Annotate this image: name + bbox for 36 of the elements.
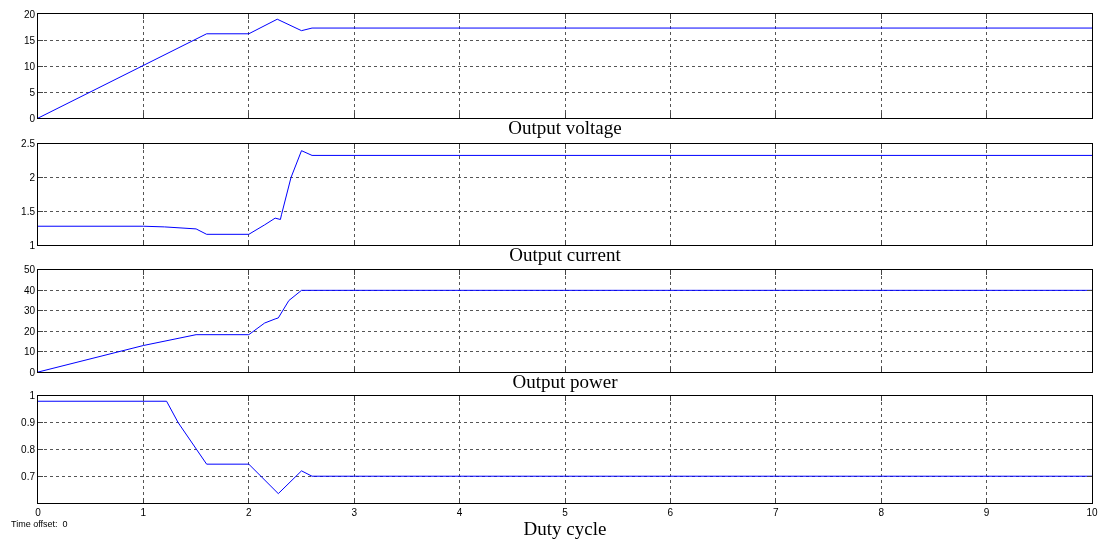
y-tick-label: 10 [23, 346, 36, 358]
y-tick-label: 0.9 [21, 417, 36, 429]
y-tick-label: 15 [23, 34, 36, 46]
y-tick-label: 0.8 [21, 443, 36, 455]
y-tick-label: 50 [23, 264, 36, 276]
x-axis-title: Output voltage [508, 116, 622, 138]
x-tick-label: 2 [246, 507, 253, 518]
x-tick-label: 8 [878, 507, 885, 518]
y-tick-label: 0.7 [21, 470, 36, 482]
x-axis-title: Duty cycle [523, 518, 607, 539]
y-tick-label: 1.5 [21, 205, 36, 217]
x-tick-label: 4 [456, 507, 463, 518]
y-tick-label: 0 [29, 112, 36, 124]
y-tick-label: 1 [29, 390, 36, 402]
x-tick-label: 1 [140, 507, 147, 518]
x-tick-label: 6 [667, 507, 674, 518]
y-tick-label: 2 [29, 172, 36, 184]
y-tick-label: 20 [23, 8, 36, 20]
x-tick-label: 5 [562, 507, 569, 518]
y-tick-label: 5 [29, 86, 36, 98]
line-series [38, 18, 1092, 119]
y-tick-label: 1 [29, 239, 36, 251]
y-tick-label: 40 [23, 284, 36, 296]
y-tick-label: 30 [23, 305, 36, 317]
y-tick-label: 10 [23, 60, 36, 72]
x-tick-label: 9 [983, 507, 990, 518]
y-tick-label: 2.5 [21, 138, 36, 150]
x-tick-label: 3 [351, 507, 358, 518]
text: Time offset: 0 [11, 519, 68, 529]
line-series [38, 150, 1092, 235]
x-axis-title: Output current [509, 243, 622, 265]
y-tick-label: 20 [23, 325, 36, 337]
x-tick-label: 10 [1086, 507, 1098, 518]
x-axis-title: Output power [512, 370, 619, 392]
x-tick-label: 7 [773, 507, 780, 518]
y-tick-label: 0 [29, 366, 36, 378]
